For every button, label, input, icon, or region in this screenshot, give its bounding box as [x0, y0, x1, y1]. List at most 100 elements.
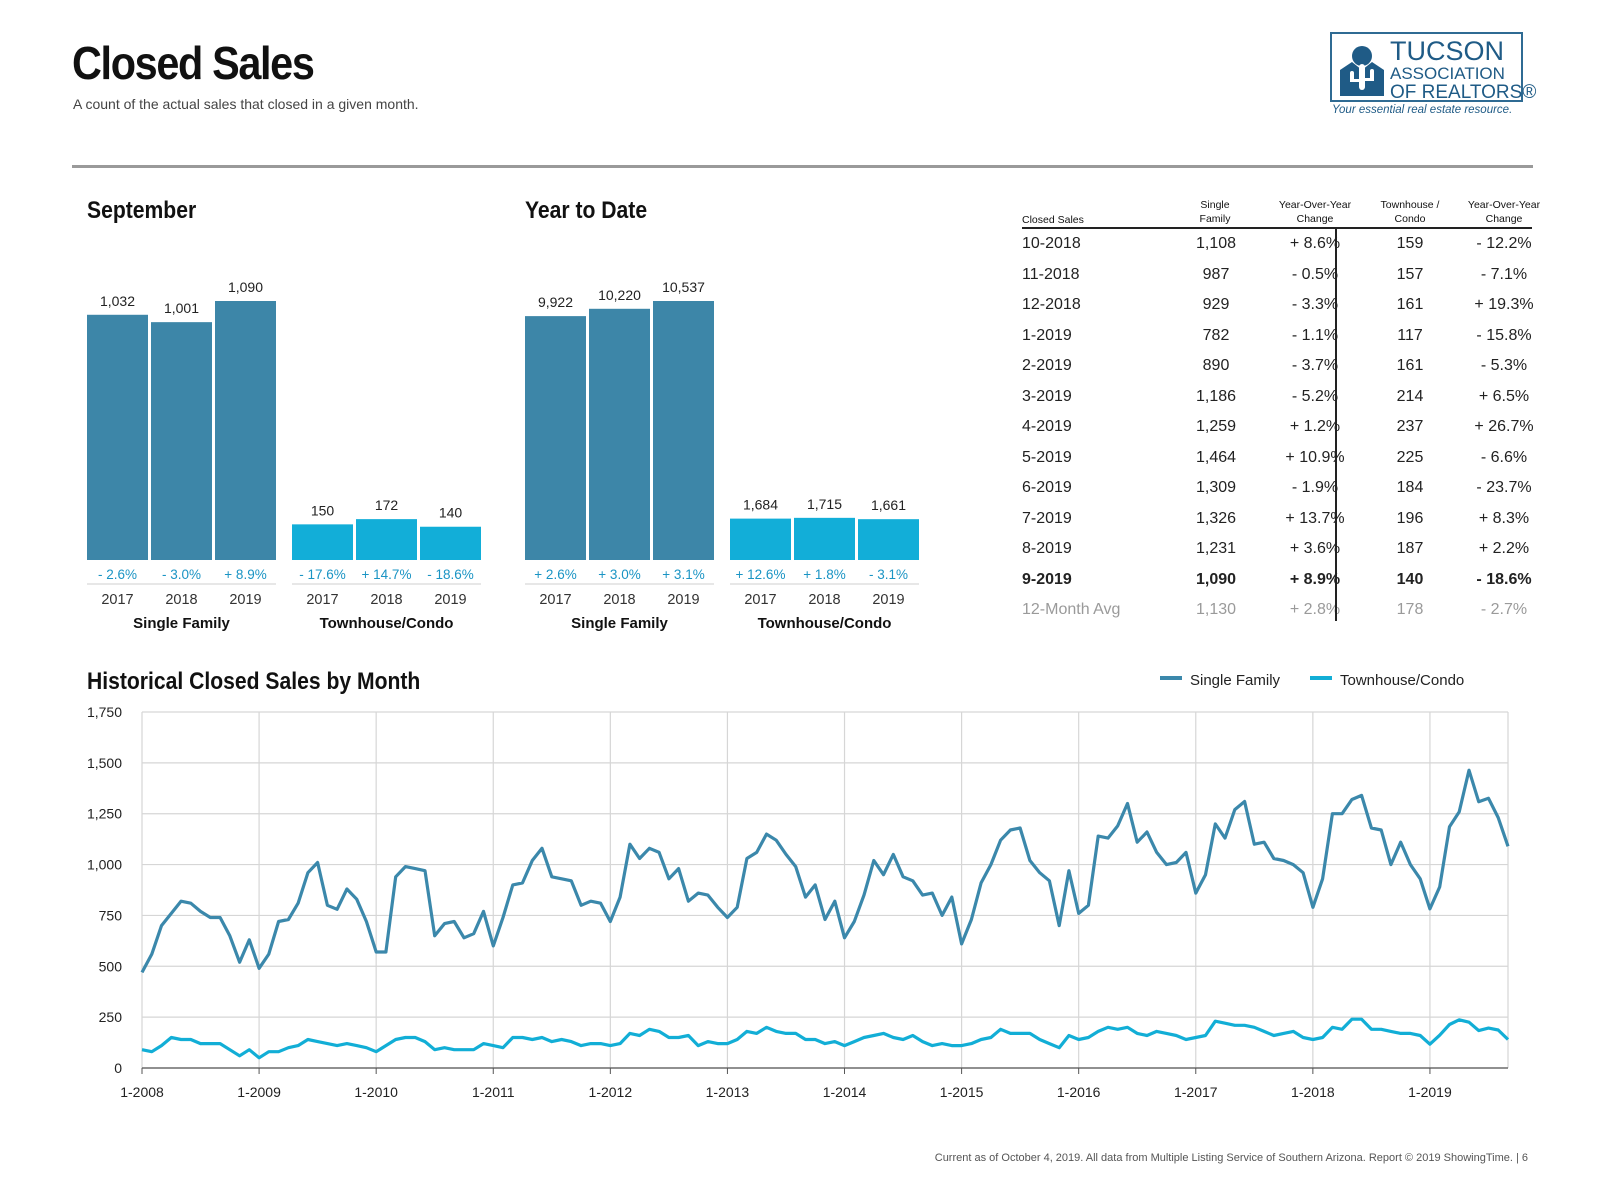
- x-tick-label: 1-2017: [1174, 1084, 1218, 1100]
- y-tick-label: 500: [99, 958, 123, 974]
- table-cell: 1,231: [1195, 540, 1237, 557]
- table-cell: - 5.2%: [1291, 387, 1339, 405]
- table-cell: - 6.6%: [1480, 448, 1528, 466]
- ytd-group-label: Single Family: [571, 615, 668, 632]
- table-cell: 929: [1202, 296, 1230, 313]
- table-cell: + 13.7%: [1285, 509, 1345, 527]
- month-change-label: + 8.9%: [224, 567, 266, 582]
- x-tick-label: 1-2009: [237, 1084, 281, 1100]
- table-cell: + 3.6%: [1289, 540, 1341, 557]
- table-cell: 161: [1396, 357, 1424, 374]
- table-cell: 782: [1202, 326, 1230, 344]
- y-tick-label: 1,000: [87, 857, 122, 873]
- table-cell: 1,130: [1195, 601, 1237, 618]
- table-cell: + 26.7%: [1474, 418, 1534, 435]
- table-row: 10-2018 1,108 + 8.6% 159 - 12.2%: [1022, 229, 1534, 259]
- ytd-bar: [589, 308, 650, 560]
- section-title-month: September: [87, 197, 197, 224]
- x-tick-label: 1-2008: [120, 1084, 164, 1100]
- x-tick-label: 1-2015: [940, 1084, 984, 1100]
- table-header-th-change: Year-Over-Year Change: [1467, 199, 1541, 225]
- ytd-value-label: 10,220: [598, 287, 641, 303]
- table-cell: - 5.3%: [1480, 357, 1528, 374]
- table-header-townhouse: Townhouse / Condo: [1380, 199, 1440, 225]
- table-cell: 12-2018: [1022, 296, 1081, 313]
- month-group-label: Townhouse/Condo: [320, 615, 454, 632]
- table-row: 9-2019 1,090 + 8.9% 140 - 18.6%: [1022, 565, 1534, 595]
- month-bar: [292, 524, 353, 560]
- ytd-value-label: 9,922: [538, 294, 573, 310]
- x-tick-label: 1-2018: [1291, 1084, 1335, 1100]
- y-tick-label: 250: [99, 1009, 123, 1025]
- month-value-label: 172: [375, 497, 399, 513]
- table-cell: - 7.1%: [1480, 265, 1528, 283]
- table-cell: 225: [1396, 448, 1424, 466]
- month-bar: [151, 322, 212, 560]
- table-cell: 12-Month Avg: [1022, 601, 1121, 618]
- legend-label: Single Family: [1190, 672, 1281, 689]
- table-cell: 1,464: [1195, 448, 1237, 466]
- single-family-series-line: [140, 768, 1510, 974]
- table-cell: - 2.7%: [1480, 601, 1528, 618]
- table-cell: 1-2019: [1022, 326, 1072, 344]
- table-cell: + 2.2%: [1478, 540, 1530, 557]
- ytd-bar: [653, 301, 714, 560]
- ytd-value-label: 10,537: [662, 279, 705, 295]
- y-tick-label: 1,750: [87, 704, 122, 720]
- table-cell: 117: [1397, 326, 1423, 344]
- y-tick-label: 1,250: [87, 806, 122, 822]
- table-row: 8-2019 1,231 + 3.6% 187 + 2.2%: [1022, 534, 1534, 564]
- ytd-value-label: 1,715: [807, 496, 842, 512]
- table-cell: + 8.9%: [1289, 570, 1341, 588]
- x-tick-label: 1-2011: [472, 1084, 515, 1100]
- month-bar: [87, 314, 148, 560]
- ytd-year-label: 2019: [872, 592, 904, 608]
- section-title-history: Historical Closed Sales by Month: [87, 668, 421, 695]
- table-cell: 178: [1396, 601, 1424, 618]
- table-cell: 161: [1396, 296, 1424, 313]
- month-year-label: 2019: [434, 592, 466, 608]
- ytd-year-label: 2019: [667, 592, 699, 608]
- logo-line-1: TUCSON: [1390, 36, 1504, 66]
- ytd-year-label: 2018: [808, 592, 840, 608]
- table-cell: 1,309: [1195, 479, 1237, 496]
- table-cell: - 0.5%: [1291, 265, 1339, 283]
- x-tick-label: 1-2016: [1057, 1084, 1101, 1100]
- table-cell: 2-2019: [1022, 357, 1072, 374]
- x-tick-label: 1-2013: [706, 1084, 750, 1100]
- month-change-label: - 18.6%: [427, 567, 474, 582]
- page-title: Closed Sales: [72, 37, 315, 89]
- table-row: 7-2019 1,326 + 13.7% 196 + 8.3%: [1022, 504, 1534, 534]
- tucson-realtors-logo: TUCSON ASSOCIATION OF REALTORS® Your ess…: [1330, 30, 1536, 120]
- ytd-bar: [858, 519, 919, 560]
- month-bar: [356, 519, 417, 560]
- ytd-group-label: Townhouse/Condo: [758, 615, 892, 632]
- table-cell: + 1.2%: [1289, 418, 1341, 435]
- logo-tagline: Your essential real estate resource.: [1332, 104, 1513, 116]
- table-cell: 10-2018: [1022, 235, 1081, 252]
- month-year-label: 2017: [101, 592, 133, 608]
- ytd-year-label: 2017: [539, 592, 571, 608]
- cactus-sun-icon: [1338, 40, 1386, 98]
- table-cell: - 1.9%: [1291, 479, 1339, 496]
- ytd-change-label: + 1.8%: [803, 567, 845, 582]
- table-cell: 6-2019: [1022, 479, 1072, 496]
- x-tick-label: 1-2010: [354, 1084, 398, 1100]
- y-tick-label: 1,500: [87, 755, 122, 771]
- month-change-label: - 2.6%: [98, 567, 137, 582]
- table-cell: + 19.3%: [1474, 296, 1534, 313]
- month-year-label: 2017: [306, 592, 338, 608]
- ytd-year-label: 2017: [744, 592, 776, 608]
- x-tick-label: 1-2012: [589, 1084, 633, 1100]
- month-bar: [215, 301, 276, 560]
- table-row: 11-2018 987 - 0.5% 157 - 7.1%: [1022, 260, 1534, 290]
- table-cell: 3-2019: [1022, 387, 1072, 405]
- townhouse-series-line: [141, 1017, 1510, 1060]
- header-divider: [72, 165, 1533, 168]
- ytd-value-label: 1,661: [871, 497, 906, 513]
- table-row: 6-2019 1,309 - 1.9% 184 - 23.7%: [1022, 473, 1534, 503]
- month-group-label: Single Family: [133, 615, 230, 632]
- table-cell: 7-2019: [1022, 509, 1072, 527]
- month-year-label: 2018: [370, 592, 402, 608]
- table-header-closed-sales: Closed Sales: [1022, 214, 1084, 226]
